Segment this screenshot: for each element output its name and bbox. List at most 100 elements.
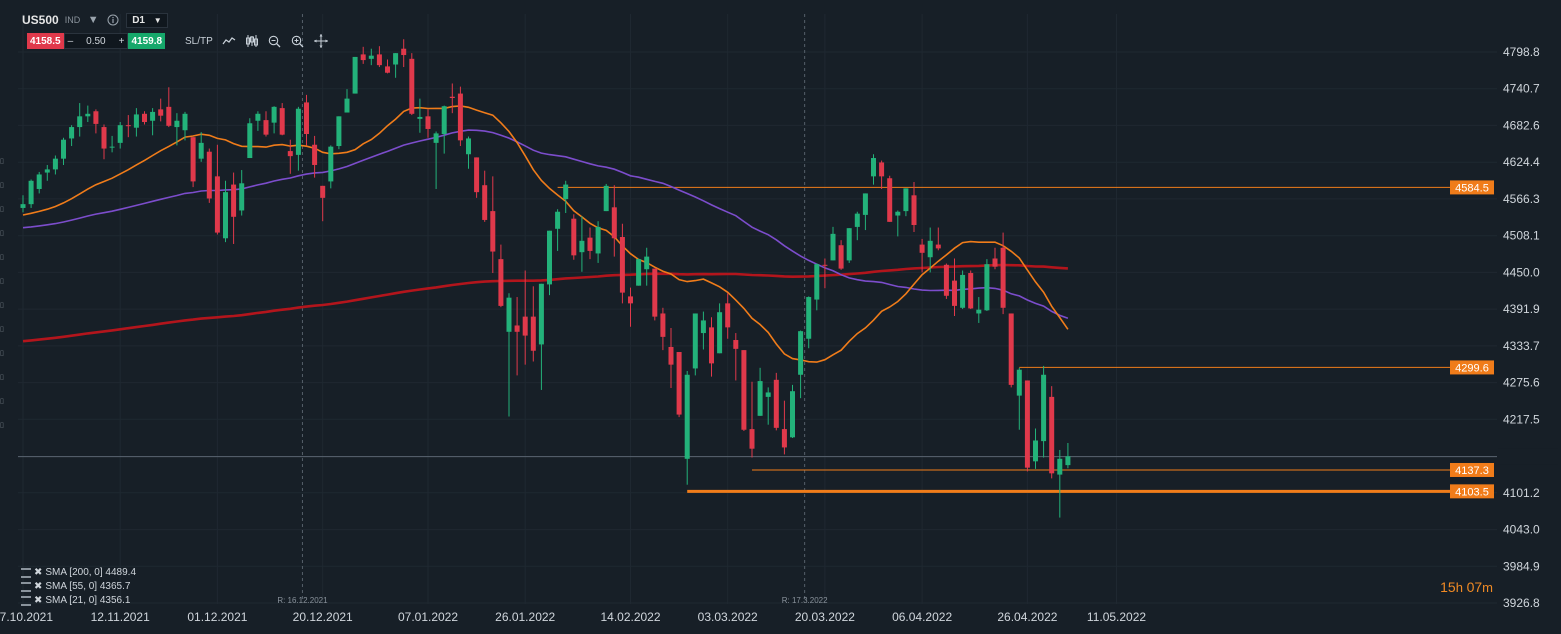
volume-decrease-button[interactable]: – [67,35,74,47]
left-drawing-toolbar[interactable]: ▯ ▯ ▯ ▯ ▯ ▯ ▯ ▯ ▯ ▯ ▯ ▯ [0,150,8,438]
indicator-label: SMA [55, 0] 4365.7 [45,581,131,592]
candle-body [741,350,747,430]
candle [52,155,58,175]
zoom-in-icon[interactable] [291,34,305,48]
sltp-button[interactable]: SL/TP [185,35,213,47]
candle-body [263,120,269,135]
candle [992,247,998,270]
price-axis-label: 4043.0 [1503,523,1540,537]
tool-icon[interactable]: ▯ [0,254,4,261]
sma-55-line [22,129,1069,320]
indicator-row[interactable]: ✖ SMA [21, 0] 4356.1 [21,594,136,608]
candle [498,244,504,308]
crosshair-icon[interactable] [313,34,328,48]
symbol-label[interactable]: US500 [22,13,59,27]
candle-body [158,109,164,116]
candle-body [279,108,285,135]
tool-icon[interactable]: ▯ [0,398,4,405]
candle [1041,365,1047,458]
tool-icon[interactable]: ▯ [0,326,4,333]
price-axis-label: 4566.3 [1503,192,1540,206]
candle [514,297,520,376]
tool-icon[interactable]: ▯ [0,302,4,309]
buy-button[interactable]: 4159.8 [128,33,166,49]
candle [1057,449,1063,518]
settings-lines-icon[interactable] [21,582,31,592]
candle [587,227,593,260]
candle [733,333,739,381]
candle-body [69,127,75,139]
settings-lines-icon[interactable] [21,596,31,606]
candle-body [198,142,204,159]
close-icon[interactable]: ✖ [34,567,43,578]
candle-body [28,180,34,205]
indicator-label: SMA [21, 0] 4356.1 [45,595,131,606]
candle [174,113,180,146]
close-icon[interactable]: ✖ [34,581,43,592]
timer-h: h [1455,580,1463,595]
tool-icon[interactable]: ▯ [0,278,4,285]
candle-body [636,259,642,286]
candle-body [328,146,334,182]
candle [85,105,91,123]
price-axis-label: 4798.8 [1503,45,1540,59]
candle-body [862,193,868,215]
candle-body [911,195,917,226]
candle-body [417,116,423,119]
info-icon[interactable] [106,13,120,27]
sell-button[interactable]: 4158.5 [27,33,64,49]
level-price-label: 4299.6 [1455,362,1489,374]
candle-body [1041,374,1047,442]
zoom-out-icon[interactable] [268,34,282,48]
tool-icon[interactable]: ▯ [0,350,4,357]
candle [547,230,552,296]
candle-body [93,111,99,124]
volume-input[interactable]: 0.50 [86,35,106,47]
candle-body [1057,458,1063,475]
candle-body [887,178,893,222]
volume-increase-button[interactable]: + [118,35,125,47]
tool-icon[interactable]: ▯ [0,374,4,381]
candle [44,164,50,181]
candle [563,180,569,214]
candle [409,53,415,116]
candle-body [555,211,561,229]
level-price-label: 4137.3 [1455,465,1489,477]
indicator-row[interactable]: ✖ SMA [55, 0] 4365.7 [21,580,136,594]
candle-body [522,316,528,336]
line-chart-icon[interactable] [222,34,236,48]
candle-body [368,55,374,59]
settings-lines-icon[interactable] [21,568,31,578]
tool-icon[interactable]: ▯ [0,422,4,429]
candle-body [628,296,633,304]
tool-icon[interactable]: ▯ [0,182,4,189]
candle [628,287,633,327]
candle [579,216,585,272]
tool-icon[interactable]: ▯ [0,230,4,237]
candle [36,171,42,194]
candle [911,182,917,232]
price-axis-label: 3926.8 [1503,596,1540,610]
candle-body [320,185,326,198]
candle-body [166,106,172,126]
candle [854,211,860,241]
volume-stepper[interactable]: – 0.50 + [63,33,129,49]
indicator-row[interactable]: ✖ SMA [200, 0] 4489.4 [21,566,136,580]
tool-icon[interactable]: ▯ [0,206,4,213]
candle-body [790,391,795,438]
candle-body [344,98,350,113]
timeframe-selector[interactable]: D1 ▼ [126,12,168,28]
candle-body [287,151,293,157]
candle [1008,313,1014,388]
tool-icon[interactable]: ▯ [0,158,4,165]
candlestick-icon[interactable] [245,34,259,48]
candle-body [125,125,131,127]
candle [773,372,779,431]
close-icon[interactable]: ✖ [34,595,43,606]
candle-body [474,157,480,193]
candle-body [77,116,83,128]
triangle-down-icon[interactable]: ▼ [87,14,99,26]
candle [231,172,237,244]
candle-body [838,245,844,269]
